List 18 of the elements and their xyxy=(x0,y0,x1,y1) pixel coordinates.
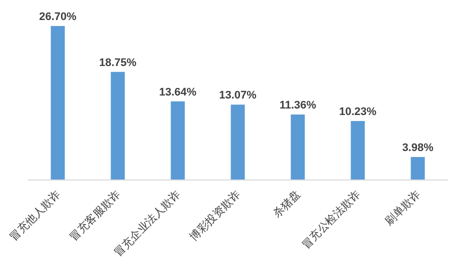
bar xyxy=(410,157,425,180)
data-label: 10.23% xyxy=(339,106,377,118)
data-label: 26.70% xyxy=(39,11,77,23)
data-label: 18.75% xyxy=(99,56,137,69)
data-label: 3.98% xyxy=(402,142,434,154)
bar xyxy=(350,120,365,180)
x-tick-label: 冒充客服欺诈 xyxy=(67,188,123,244)
x-tick-label: 博彩投资欺诈 xyxy=(187,188,243,244)
data-label: 13.64% xyxy=(159,86,197,98)
bar xyxy=(110,72,125,180)
bar xyxy=(170,101,185,180)
bar xyxy=(50,26,65,180)
bar xyxy=(230,104,245,180)
bar xyxy=(290,114,305,180)
x-tick-label: 刷单欺诈 xyxy=(382,188,423,228)
x-tick-label: 冒充他人欺诈 xyxy=(7,188,63,244)
data-label: 13.07% xyxy=(219,90,257,102)
data-label: 11.36% xyxy=(279,99,316,112)
